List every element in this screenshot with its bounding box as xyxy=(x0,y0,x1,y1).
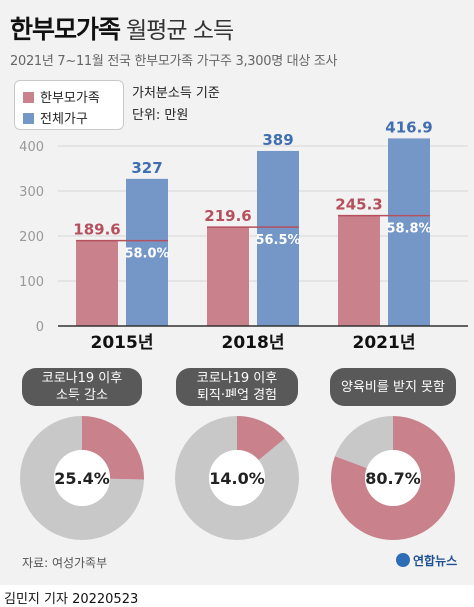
pie-title-pointer-3 xyxy=(386,396,400,404)
pie-slice-value xyxy=(82,415,145,480)
data-label-all-households: 416.9 xyxy=(385,118,432,136)
agency-logo-icon xyxy=(396,553,410,567)
pie-value-label: 25.4% xyxy=(54,469,110,488)
pie-slice-rest xyxy=(334,416,393,469)
legend-item-single-parent: 한부모가족 xyxy=(23,87,100,106)
infographic-card: 한부모가족 월평균 소득 2021년 7~11월 전국 한부모가족 가구주 3,3… xyxy=(0,0,474,585)
pie-slice-value xyxy=(237,416,285,461)
pie-center-hole xyxy=(209,450,265,506)
title-main: 한부모가족 xyxy=(10,15,121,44)
ratio-label: 56.5% xyxy=(255,233,300,248)
data-label-single-parent: 219.6 xyxy=(204,207,251,225)
y-tick-label: 0 xyxy=(36,320,44,335)
pie-value-label: 14.0% xyxy=(209,469,265,488)
bar-all-households xyxy=(257,150,299,326)
y-tick-label: 300 xyxy=(19,185,44,200)
agency-logo: 연합뉴스 xyxy=(396,549,457,571)
data-label-single-parent: 189.6 xyxy=(73,221,120,239)
source-note: 자료: 여성가족부 xyxy=(22,556,108,570)
basis-note: 가처분소득 기준 xyxy=(132,86,220,101)
page-title: 한부모가족 월평균 소득 xyxy=(10,10,234,46)
x-category-label: 2021년 xyxy=(353,333,416,353)
pie-value-label: 80.7% xyxy=(365,469,421,488)
legend: 한부모가족 전체가구 xyxy=(14,80,124,130)
ratio-label: 58.0% xyxy=(124,247,169,262)
y-tick-label: 100 xyxy=(19,275,44,290)
data-label-all-households: 327 xyxy=(131,159,162,177)
reporter-credit: 김민지 기자 20220523 xyxy=(4,592,139,607)
data-label-single-parent: 245.3 xyxy=(335,196,382,214)
pie-title-income-decrease: 코로나19 이후 소득 감소 xyxy=(22,368,142,406)
bar-single-parent xyxy=(76,240,118,326)
pie-title-no-child-support: 양육비를 받지 못함 xyxy=(330,368,456,406)
y-tick-label: 400 xyxy=(19,140,44,155)
pie-center-hole xyxy=(365,450,421,506)
chart-canvas: 0 100 200 300 400 189.6 327 58.0% 2015년 219.6 389 5… xyxy=(19,118,468,540)
bar-single-parent xyxy=(338,215,380,326)
bar-all-households xyxy=(388,138,430,326)
pie-slice-rest xyxy=(175,416,299,540)
pie-title-pointer-1 xyxy=(75,396,89,404)
bar-all-households xyxy=(126,178,168,326)
legend-label-single-parent: 한부모가족 xyxy=(40,91,100,106)
legend-swatch-single-parent xyxy=(23,92,34,103)
agency-name: 연합뉴스 xyxy=(413,553,458,568)
ratio-label: 58.8% xyxy=(386,222,431,237)
x-category-label: 2015년 xyxy=(91,333,154,353)
legend-label-all-households: 전체가구 xyxy=(40,112,88,127)
pie-slice-value xyxy=(331,415,456,540)
pie-title-pointer-2 xyxy=(230,396,244,404)
x-category-label: 2018년 xyxy=(222,333,285,353)
pie-center-hole xyxy=(54,450,110,506)
title-suffix: 월평균 소득 xyxy=(126,18,234,44)
pie-slice-rest xyxy=(19,416,144,540)
bar-single-parent xyxy=(207,227,249,326)
y-tick-label: 200 xyxy=(19,230,44,245)
legend-item-all-households: 전체가구 xyxy=(23,108,88,127)
data-label-all-households: 389 xyxy=(262,131,293,149)
legend-swatch-all-households xyxy=(23,113,34,124)
unit-note: 단위: 만원 xyxy=(132,108,189,123)
subtitle: 2021년 7~11월 전국 한부모가족 가구주 3,300명 대상 조사 xyxy=(10,54,338,69)
